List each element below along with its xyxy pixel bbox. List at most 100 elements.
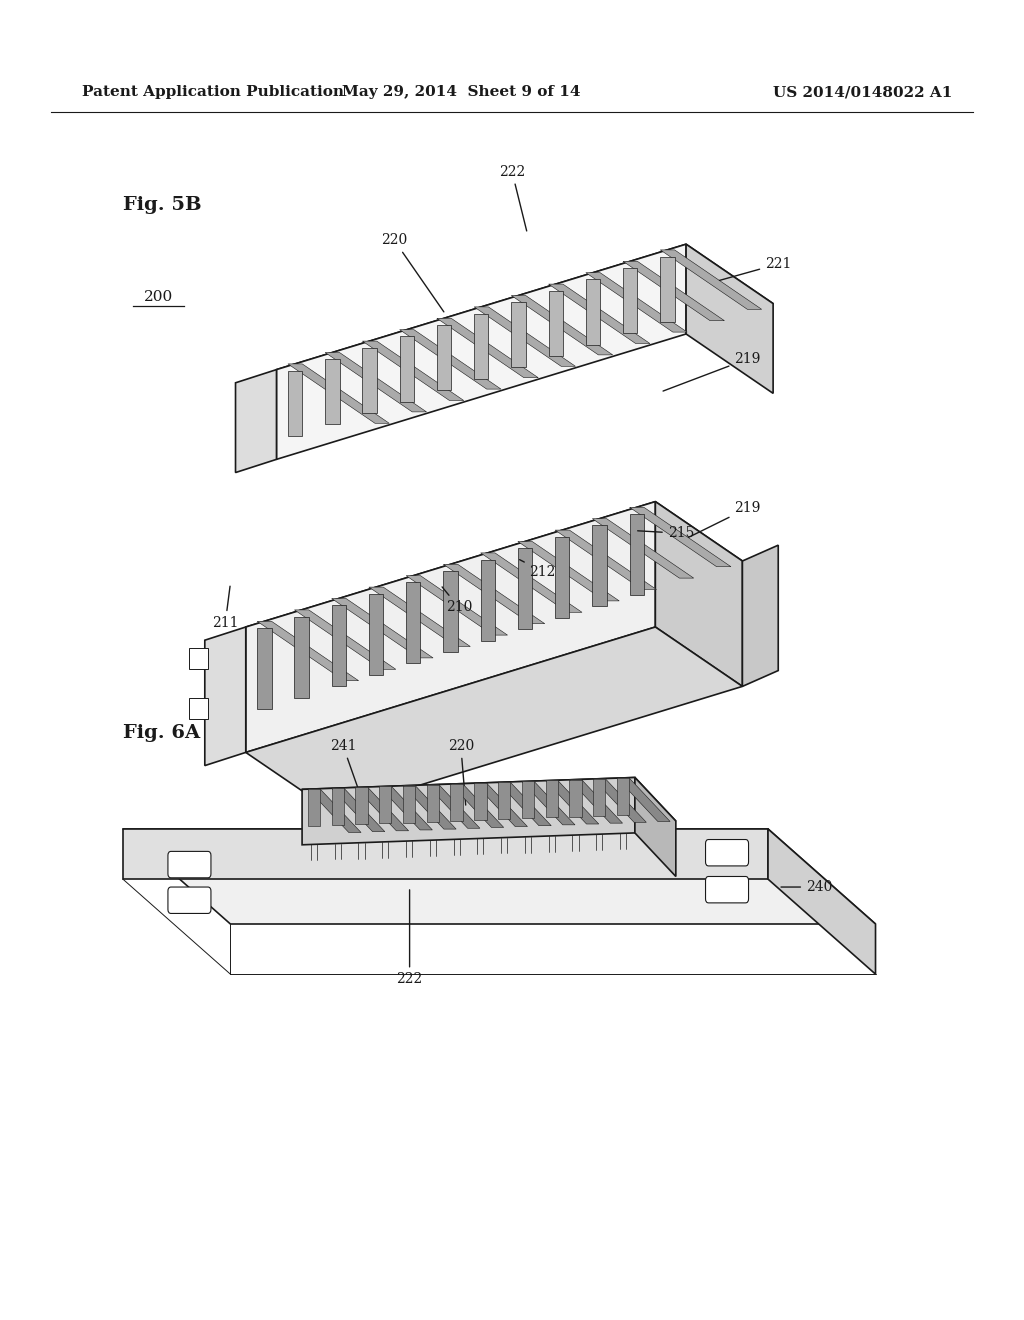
Text: Patent Application Publication: Patent Application Publication (82, 86, 344, 99)
Polygon shape (655, 502, 742, 686)
Polygon shape (257, 628, 271, 709)
Polygon shape (379, 787, 432, 830)
Polygon shape (332, 605, 346, 686)
Text: 222: 222 (499, 165, 526, 231)
Polygon shape (369, 587, 470, 647)
Polygon shape (362, 341, 464, 400)
Polygon shape (660, 249, 762, 309)
Text: 221: 221 (720, 257, 792, 280)
Polygon shape (569, 780, 623, 824)
Polygon shape (616, 777, 629, 814)
Polygon shape (246, 502, 742, 686)
Text: 212: 212 (519, 560, 556, 578)
Polygon shape (276, 244, 686, 459)
Polygon shape (288, 364, 389, 424)
Polygon shape (302, 777, 676, 833)
Polygon shape (399, 330, 501, 389)
Polygon shape (623, 261, 724, 321)
Polygon shape (399, 337, 414, 401)
Polygon shape (437, 318, 539, 378)
FancyBboxPatch shape (189, 698, 208, 719)
Text: 211: 211 (212, 586, 239, 630)
Polygon shape (480, 553, 582, 612)
Polygon shape (623, 268, 637, 333)
Text: 200: 200 (144, 290, 173, 304)
Polygon shape (630, 513, 644, 595)
Polygon shape (522, 781, 575, 825)
Polygon shape (474, 783, 486, 820)
Polygon shape (332, 788, 344, 825)
Text: 222: 222 (396, 890, 423, 986)
Polygon shape (123, 829, 768, 879)
FancyBboxPatch shape (168, 851, 211, 878)
Polygon shape (332, 598, 433, 657)
Text: 241: 241 (330, 739, 368, 816)
Polygon shape (549, 284, 650, 343)
Polygon shape (451, 784, 463, 821)
Polygon shape (302, 777, 635, 845)
Polygon shape (295, 616, 309, 698)
Polygon shape (369, 594, 383, 675)
Polygon shape (288, 371, 302, 436)
Polygon shape (593, 779, 646, 822)
Polygon shape (768, 829, 876, 974)
FancyBboxPatch shape (189, 648, 208, 669)
Polygon shape (326, 359, 340, 424)
Polygon shape (451, 784, 504, 828)
Polygon shape (630, 507, 731, 566)
Polygon shape (246, 627, 742, 812)
Polygon shape (660, 256, 675, 322)
Polygon shape (362, 347, 377, 413)
Polygon shape (555, 537, 569, 618)
Polygon shape (407, 582, 421, 664)
Polygon shape (332, 788, 385, 832)
Polygon shape (592, 519, 693, 578)
Text: 220: 220 (381, 234, 443, 312)
Polygon shape (443, 565, 545, 624)
Polygon shape (593, 779, 605, 816)
Text: 210: 210 (442, 587, 472, 614)
Polygon shape (236, 370, 276, 473)
Polygon shape (518, 548, 532, 630)
Polygon shape (546, 780, 599, 824)
Polygon shape (474, 308, 575, 366)
Polygon shape (402, 785, 415, 822)
FancyBboxPatch shape (706, 840, 749, 866)
Text: US 2014/0148022 A1: US 2014/0148022 A1 (773, 86, 952, 99)
Polygon shape (276, 244, 773, 429)
Polygon shape (474, 314, 488, 379)
Polygon shape (546, 780, 558, 817)
Polygon shape (474, 783, 527, 826)
Polygon shape (555, 531, 656, 590)
Polygon shape (407, 576, 508, 635)
Polygon shape (257, 622, 358, 681)
Text: Fig. 5B: Fig. 5B (123, 195, 202, 214)
Text: May 29, 2014  Sheet 9 of 14: May 29, 2014 Sheet 9 of 14 (342, 86, 580, 99)
Polygon shape (308, 789, 321, 826)
Polygon shape (511, 302, 525, 367)
Polygon shape (295, 610, 396, 669)
Polygon shape (308, 789, 361, 833)
Polygon shape (686, 244, 773, 393)
Text: 220: 220 (447, 739, 474, 805)
Polygon shape (402, 785, 456, 829)
Polygon shape (569, 780, 582, 817)
FancyBboxPatch shape (168, 887, 211, 913)
Polygon shape (518, 541, 620, 601)
Polygon shape (379, 787, 391, 824)
Polygon shape (205, 627, 246, 766)
Polygon shape (586, 280, 600, 345)
Polygon shape (498, 783, 551, 826)
Text: 219: 219 (664, 352, 761, 391)
Polygon shape (355, 787, 368, 824)
FancyBboxPatch shape (706, 876, 749, 903)
Polygon shape (586, 273, 687, 333)
Text: 240: 240 (781, 880, 833, 894)
Polygon shape (742, 545, 778, 686)
Polygon shape (480, 560, 495, 640)
Text: 215: 215 (638, 527, 694, 540)
Polygon shape (326, 352, 427, 412)
Polygon shape (616, 777, 670, 821)
Polygon shape (498, 783, 510, 820)
Polygon shape (427, 784, 439, 821)
